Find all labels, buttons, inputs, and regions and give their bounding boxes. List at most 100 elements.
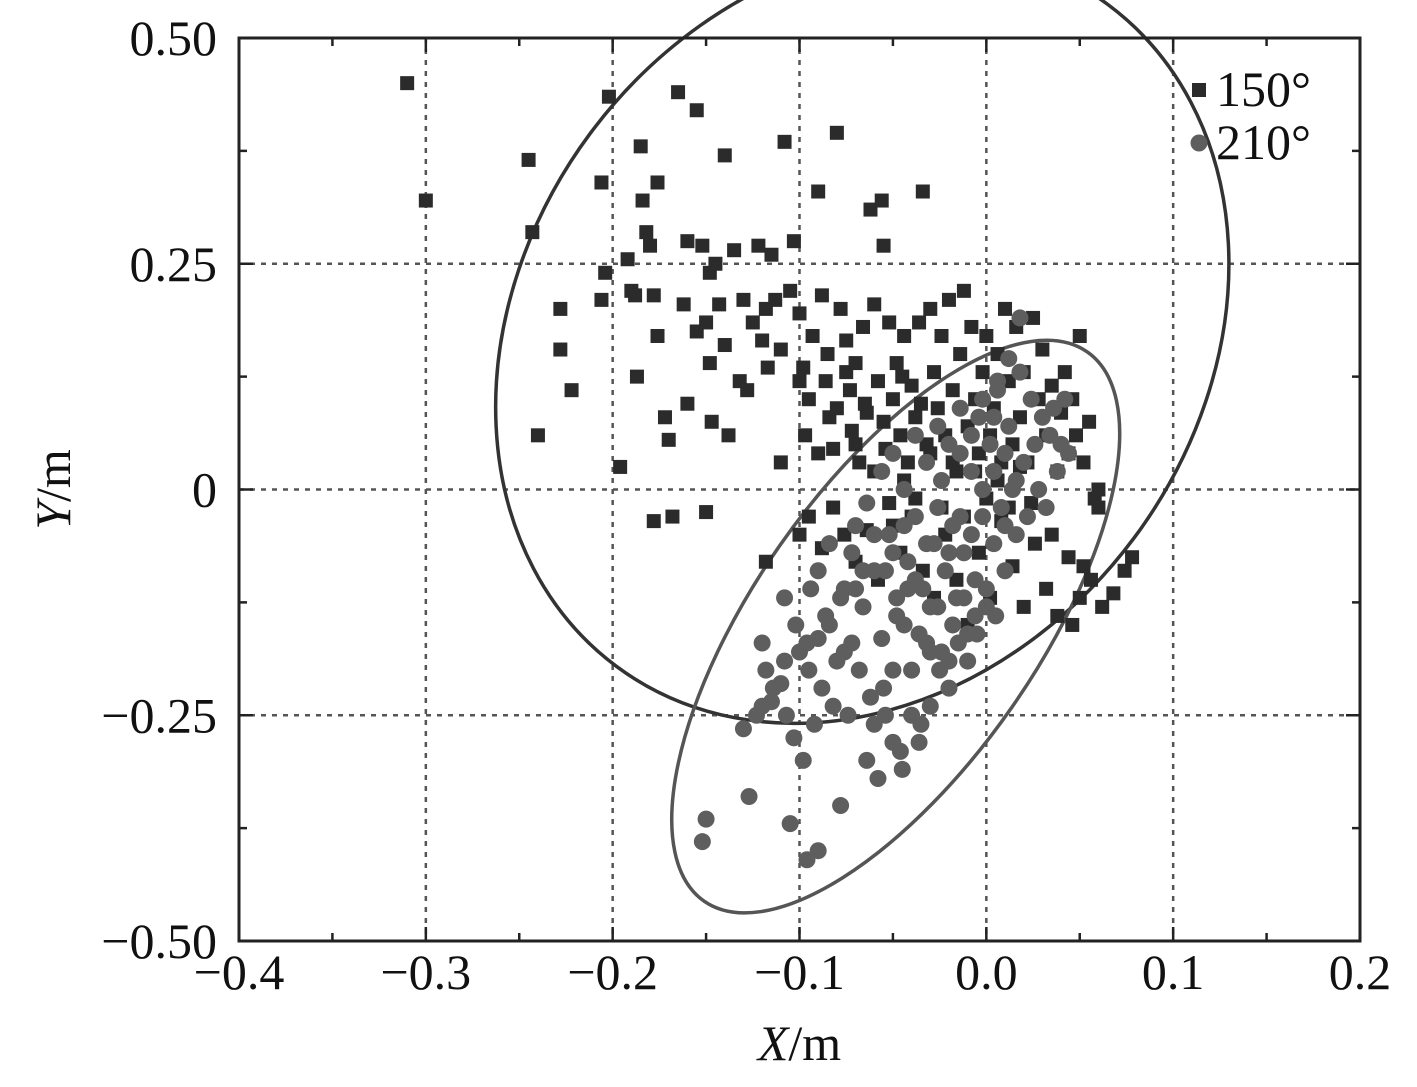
- point-150: [1061, 550, 1076, 565]
- x-tick-label: −0.3: [380, 944, 471, 1000]
- point-210: [753, 634, 771, 652]
- point-210: [888, 607, 906, 625]
- point-150: [680, 396, 695, 411]
- point-150: [837, 527, 852, 542]
- point-150: [1076, 455, 1091, 470]
- point-210: [1026, 435, 1044, 453]
- point-210: [989, 372, 1007, 390]
- point-150: [400, 76, 415, 91]
- point-210: [895, 481, 913, 498]
- point-210: [798, 634, 816, 652]
- point-150: [814, 288, 829, 303]
- x-axis-unit: /m: [788, 1015, 841, 1071]
- point-210: [776, 589, 794, 607]
- point-150: [889, 356, 904, 371]
- point-210: [787, 616, 805, 634]
- point-210: [1048, 462, 1066, 480]
- point-150: [923, 301, 938, 316]
- grid-lines: [239, 38, 1360, 941]
- ellipse-210: [670, 338, 1122, 915]
- point-150: [805, 328, 820, 343]
- point-150: [874, 193, 889, 208]
- legend-label-150: 150°: [1216, 61, 1311, 117]
- point-150: [650, 175, 665, 190]
- point-210: [1015, 453, 1033, 471]
- point-210: [884, 444, 902, 462]
- point-210: [1018, 508, 1036, 526]
- point-210: [955, 589, 973, 607]
- point-210: [932, 471, 950, 489]
- point-210: [974, 390, 992, 408]
- legend-label-210: 210°: [1216, 114, 1311, 170]
- point-210: [839, 706, 857, 724]
- point-150: [900, 455, 915, 470]
- point-210: [1011, 363, 1029, 381]
- point-210: [1007, 471, 1025, 489]
- point-210: [873, 629, 891, 647]
- point-210: [875, 679, 893, 697]
- point-150: [915, 184, 930, 199]
- point-210: [832, 797, 850, 815]
- point-210: [912, 715, 930, 733]
- point-150: [1117, 563, 1132, 578]
- point-150: [613, 459, 628, 474]
- point-150: [646, 514, 661, 529]
- x-tick-label: −0.4: [194, 944, 285, 1000]
- point-210: [921, 643, 939, 661]
- point-210: [1022, 390, 1040, 408]
- point-210: [899, 580, 917, 598]
- point-210: [893, 760, 911, 778]
- point-210: [794, 751, 812, 769]
- point-210: [977, 580, 995, 598]
- point-210: [985, 408, 1003, 426]
- point-150: [829, 125, 844, 140]
- x-tick-label: −0.2: [567, 944, 658, 1000]
- point-150: [758, 554, 773, 569]
- point-150: [1072, 328, 1087, 343]
- point-210: [854, 598, 872, 616]
- point-150: [885, 392, 900, 407]
- point-210: [910, 733, 928, 751]
- point-210: [966, 607, 984, 625]
- point-150: [665, 509, 680, 524]
- point-210: [764, 679, 782, 697]
- point-210: [992, 499, 1010, 517]
- point-150: [418, 193, 433, 208]
- point-150: [913, 396, 928, 411]
- point-210: [921, 598, 939, 616]
- y-tick-label: 0.50: [130, 10, 218, 66]
- point-150: [1082, 414, 1097, 429]
- point-150: [628, 288, 643, 303]
- point-150: [829, 401, 844, 416]
- point-150: [594, 292, 609, 307]
- point-150: [964, 319, 979, 334]
- point-150: [695, 238, 710, 253]
- ellipse-150: [493, 0, 1231, 725]
- point-210: [805, 715, 823, 733]
- point-210: [903, 661, 921, 679]
- point-150: [1039, 581, 1054, 596]
- point-150: [786, 234, 801, 249]
- point-210: [944, 616, 962, 634]
- point-150: [792, 527, 807, 542]
- point-150: [553, 301, 568, 316]
- point-210: [1000, 417, 1018, 435]
- point-150: [930, 401, 945, 416]
- point-150: [1106, 586, 1121, 601]
- point-150: [792, 306, 807, 321]
- point-150: [671, 85, 686, 100]
- point-210: [996, 562, 1014, 580]
- point-150: [857, 396, 872, 411]
- point-150: [525, 225, 540, 240]
- point-150: [598, 265, 613, 280]
- axis-ticks: [237, 36, 1362, 943]
- point-210: [949, 634, 967, 652]
- point-150: [777, 134, 792, 149]
- point-210: [981, 435, 999, 453]
- point-210: [884, 544, 902, 562]
- point-210: [847, 580, 865, 598]
- point-150: [842, 383, 857, 398]
- point-150: [745, 315, 760, 330]
- point-150: [661, 432, 676, 447]
- point-210: [884, 733, 902, 751]
